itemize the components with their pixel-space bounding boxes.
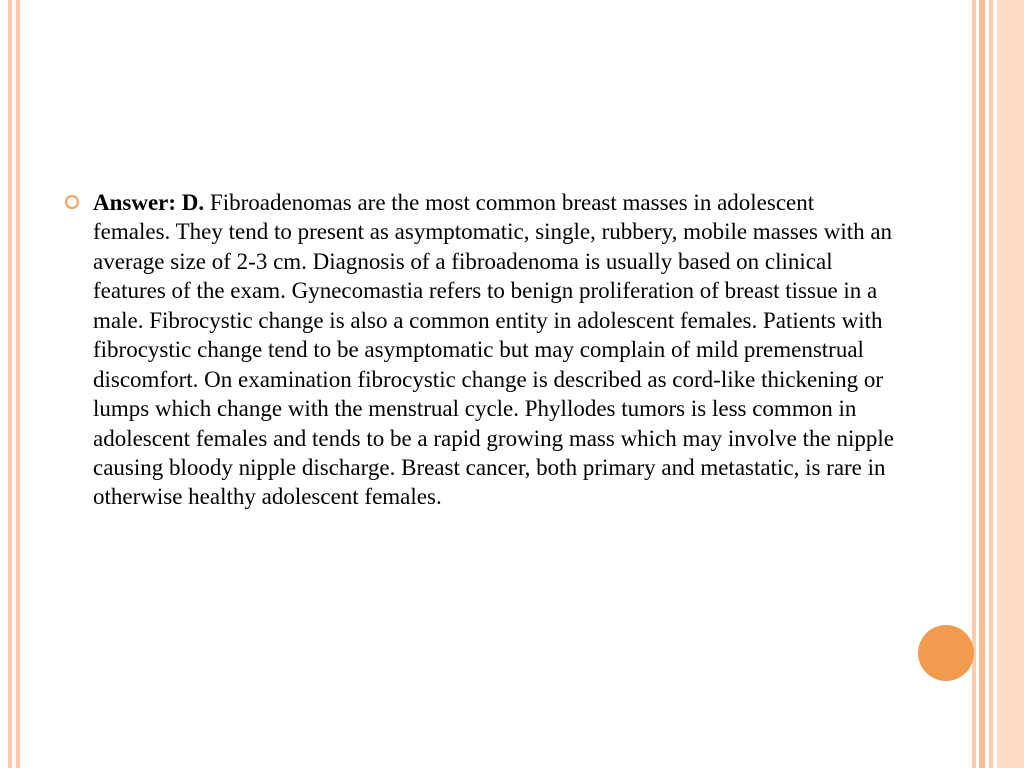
answer-label: Answer: D. <box>93 190 204 215</box>
bullet-item: Answer: D. Fibroadenomas are the most co… <box>65 188 895 512</box>
bullet-text: Answer: D. Fibroadenomas are the most co… <box>93 188 895 512</box>
circle-accent-icon <box>918 625 974 681</box>
decor-stripe <box>16 0 20 768</box>
decor-stripe <box>989 0 993 768</box>
decor-stripe <box>8 0 12 768</box>
decor-stripe <box>997 0 1024 768</box>
decor-stripe <box>979 0 985 768</box>
answer-body: Fibroadenomas are the most common breast… <box>93 190 894 509</box>
slide-content: Answer: D. Fibroadenomas are the most co… <box>65 188 895 512</box>
bullet-marker-icon <box>65 195 79 209</box>
